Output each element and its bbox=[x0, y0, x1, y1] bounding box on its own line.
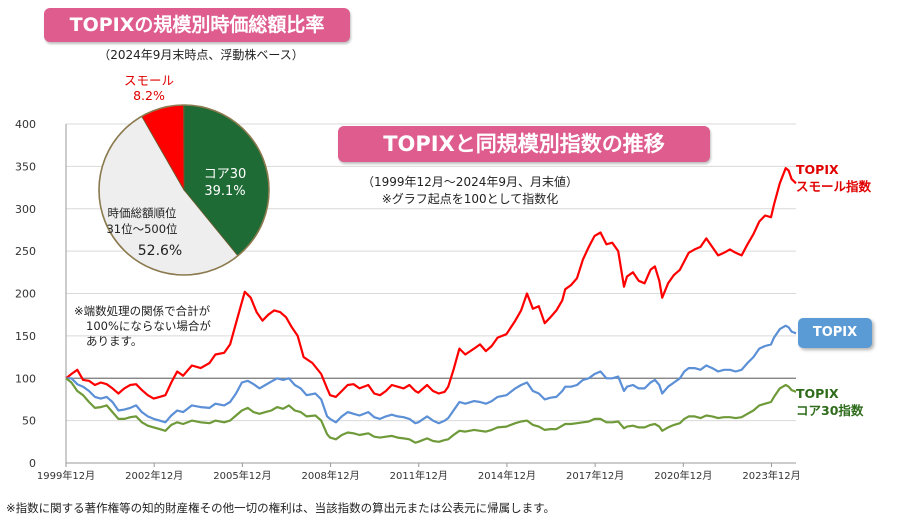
legend-small-line2: スモール指数 bbox=[796, 179, 872, 194]
x-tick-label: 2008年12月 bbox=[301, 469, 359, 482]
chart-series bbox=[65, 167, 797, 444]
legend-small-line1: TOPIX bbox=[796, 162, 839, 177]
line-chart-subtitle-1: （1999年12月～2024年9月、月末値） bbox=[362, 175, 578, 189]
x-tick-label: 1999年12月 bbox=[37, 469, 95, 482]
note-line: 100%にならない場合が bbox=[86, 319, 211, 333]
pie-value-small: 8.2% bbox=[133, 88, 165, 103]
x-tick-label: 2017年12月 bbox=[566, 469, 624, 482]
x-tick-label: 2014年12月 bbox=[478, 469, 536, 482]
pie-value-mid: 52.6% bbox=[137, 243, 183, 259]
line-chart-title: TOPIXと同規模別指数の推移 bbox=[338, 126, 710, 162]
legend-topix: TOPIX bbox=[798, 318, 872, 348]
pie-label-mid-line1: 時価総額順位 bbox=[107, 206, 177, 220]
note-line: あります。 bbox=[86, 334, 143, 348]
line-chart-subtitle-2: ※グラフ起点を100として指数化 bbox=[381, 192, 559, 206]
x-tick-label: 2023年12月 bbox=[742, 469, 800, 482]
y-tick-label: 350 bbox=[15, 160, 36, 173]
y-tick-label: 250 bbox=[15, 245, 36, 258]
series-line-topix bbox=[66, 324, 797, 425]
y-tick-label: 200 bbox=[15, 288, 36, 301]
legend-core30: TOPIX コア30指数 bbox=[796, 385, 863, 419]
pie-chart-title: TOPIXの規模別時価総額比率 bbox=[44, 8, 350, 42]
pie-label-small: スモール bbox=[123, 73, 174, 88]
copyright-footnote: ※指数に関する著作権等の知的財産権その他一切の権利は、当該指数の算出元または公表… bbox=[6, 501, 555, 515]
x-tick-label: 2020年12月 bbox=[654, 469, 712, 482]
series-line-core30 bbox=[65, 377, 797, 444]
y-tick-label: 100 bbox=[15, 372, 36, 385]
y-tick-label: 400 bbox=[15, 118, 36, 131]
chart-axes: 0 50 100 150 200 250 300 350 400 1999年12月 2002年12月… bbox=[15, 118, 801, 482]
pie-value-core30: 39.1% bbox=[204, 184, 246, 199]
pie-chart bbox=[98, 104, 270, 276]
rounding-note: ※端数処理の関係で合計が 100%にならない場合が あります。 bbox=[74, 304, 211, 349]
y-tick-label: 0 bbox=[29, 457, 36, 470]
y-tick-label: 150 bbox=[15, 330, 36, 343]
pie-label-mid-line2: 31位～500位 bbox=[106, 222, 178, 236]
x-tick-label: 2002年12月 bbox=[125, 469, 183, 482]
y-tick-label: 50 bbox=[22, 415, 36, 428]
x-tick-label: 2011年12月 bbox=[390, 469, 448, 482]
series-line-small bbox=[65, 167, 797, 400]
legend-core30-line1: TOPIX bbox=[796, 386, 839, 401]
legend-small: TOPIX スモール指数 bbox=[796, 161, 871, 195]
pie-outline bbox=[98, 104, 270, 276]
pie-label-core30: コア30 bbox=[203, 167, 247, 182]
y-tick-label: 300 bbox=[15, 203, 36, 216]
pie-chart-subtitle: （2024年9月末時点、浮動株ベース） bbox=[98, 48, 304, 62]
note-line: ※端数処理の関係で合計が bbox=[74, 304, 211, 318]
x-tick-label: 2005年12月 bbox=[213, 469, 271, 482]
legend-core30-line2: コア30指数 bbox=[796, 403, 864, 418]
